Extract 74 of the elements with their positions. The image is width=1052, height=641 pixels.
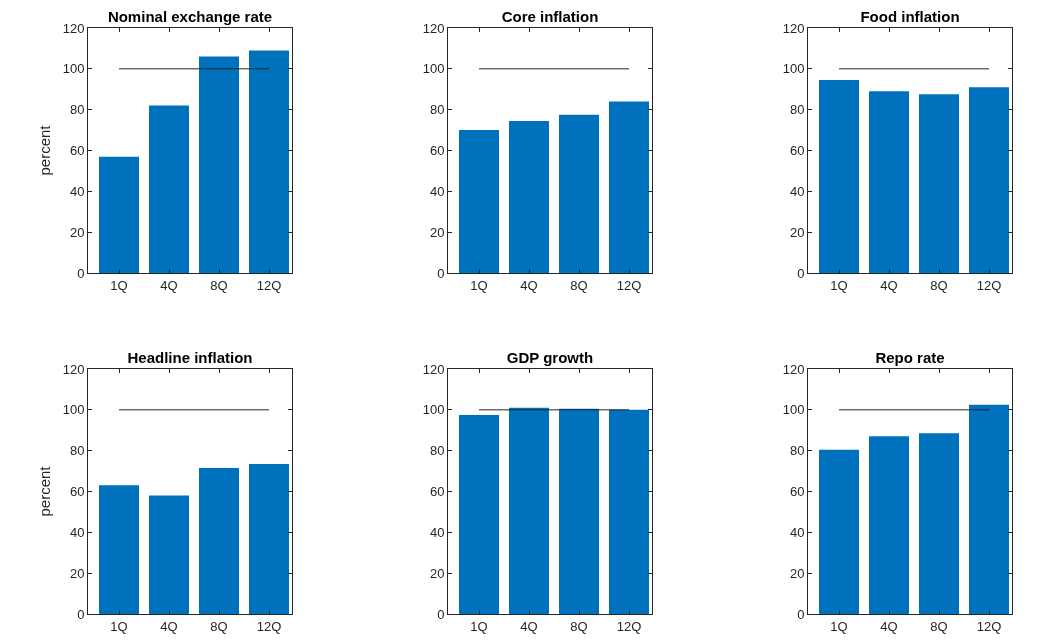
x-tick-label: 8Q (570, 618, 588, 634)
y-axis-title: percent (35, 465, 53, 517)
y-tick-label: 60 (69, 484, 85, 500)
chart-title: Core inflation (501, 8, 599, 25)
chart-title: Headline inflation (127, 349, 253, 366)
x-tick-label: 1Q (830, 277, 848, 293)
y-tick-label: 100 (782, 61, 805, 77)
x-tick-label: 8Q (930, 277, 948, 293)
y-tick-label: 40 (69, 183, 85, 199)
y-tick-label: 100 (422, 61, 445, 77)
y-tick-label: 0 (437, 606, 445, 622)
y-tick-label: 120 (422, 20, 445, 36)
x-tick-label: 12Q (976, 618, 1002, 634)
y-tick-label: 80 (69, 443, 85, 459)
y-tick-label: 0 (437, 265, 445, 281)
y-tick-label: 80 (789, 102, 805, 118)
x-tick-label: 1Q (470, 618, 488, 634)
y-tick-label: 60 (789, 143, 805, 159)
x-tick-label: 4Q (520, 618, 538, 634)
y-tick-label: 120 (62, 361, 85, 377)
x-tick-label: 8Q (930, 618, 948, 634)
y-tick-label: 20 (429, 565, 445, 581)
y-tick-label: 40 (69, 524, 85, 540)
y-tick-label: 40 (429, 524, 445, 540)
y-tick-label: 80 (789, 443, 805, 459)
chart-title: Nominal exchange rate (107, 8, 273, 25)
y-tick-label: 20 (789, 224, 805, 240)
x-tick-label: 8Q (210, 277, 228, 293)
y-tick-label: 120 (782, 361, 805, 377)
chart-title: Repo rate (875, 349, 945, 366)
y-tick-label: 80 (429, 443, 445, 459)
y-tick-label: 40 (789, 524, 805, 540)
y-tick-label: 20 (69, 565, 85, 581)
y-tick-label: 120 (62, 20, 85, 36)
x-tick-label: 8Q (210, 618, 228, 634)
y-tick-label: 40 (789, 183, 805, 199)
x-tick-label: 4Q (520, 277, 538, 293)
x-tick-label: 4Q (880, 618, 898, 634)
y-tick-label: 60 (789, 484, 805, 500)
x-tick-label: 8Q (570, 277, 588, 293)
y-tick-label: 20 (789, 565, 805, 581)
y-tick-label: 0 (797, 265, 805, 281)
x-tick-label: 4Q (880, 277, 898, 293)
x-tick-label: 4Q (160, 618, 178, 634)
chart-title: GDP growth (506, 349, 594, 366)
y-tick-label: 100 (62, 61, 85, 77)
y-tick-label: 0 (77, 606, 85, 622)
x-tick-label: 1Q (830, 618, 848, 634)
y-tick-label: 80 (69, 102, 85, 118)
y-tick-label: 20 (429, 224, 445, 240)
y-tick-label: 60 (429, 143, 445, 159)
y-tick-label: 100 (62, 402, 85, 418)
y-tick-label: 80 (429, 102, 445, 118)
y-axis-title: percent (35, 124, 53, 176)
y-tick-label: 20 (69, 224, 85, 240)
y-tick-label: 0 (797, 606, 805, 622)
y-tick-label: 60 (69, 143, 85, 159)
x-tick-label: 12Q (616, 277, 642, 293)
y-tick-label: 60 (429, 484, 445, 500)
x-tick-label: 12Q (256, 277, 282, 293)
x-tick-label: 12Q (256, 618, 282, 634)
y-tick-label: 0 (77, 265, 85, 281)
y-tick-label: 100 (782, 402, 805, 418)
y-tick-label: 120 (782, 20, 805, 36)
x-tick-label: 4Q (160, 277, 178, 293)
x-tick-label: 12Q (616, 618, 642, 634)
y-tick-label: 100 (422, 402, 445, 418)
x-tick-label: 12Q (976, 277, 1002, 293)
chart-title: Food inflation (860, 8, 960, 25)
x-tick-label: 1Q (470, 277, 488, 293)
x-tick-label: 1Q (110, 618, 128, 634)
y-tick-label: 120 (422, 361, 445, 377)
y-tick-label: 40 (429, 183, 445, 199)
x-tick-label: 1Q (110, 277, 128, 293)
